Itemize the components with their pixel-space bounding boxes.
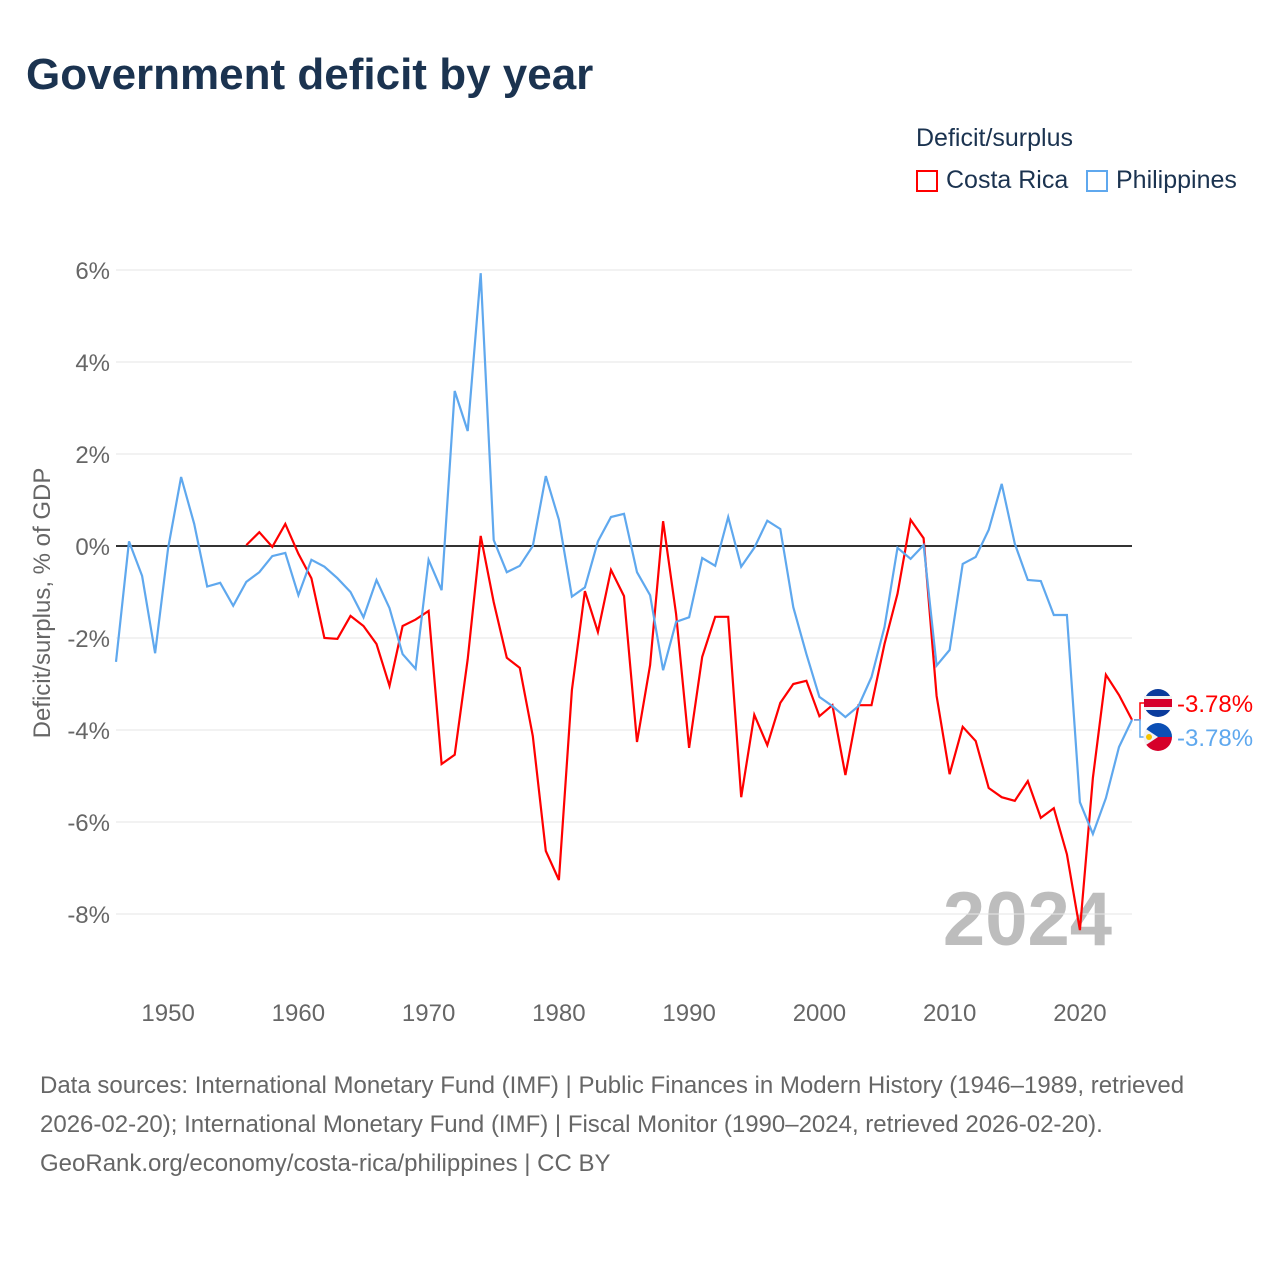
y-tick-label: -8% bbox=[67, 902, 110, 929]
flag-sun bbox=[1146, 734, 1152, 740]
end-value-label: -3.78% bbox=[1177, 691, 1253, 718]
legend-title: Deficit/surplus bbox=[916, 124, 1073, 152]
series-line-costa-rica bbox=[245, 517, 1133, 931]
flag-stripe bbox=[1144, 699, 1172, 707]
year-watermark: 2024 bbox=[943, 877, 1112, 962]
legend-item-philippines[interactable]: Philippines bbox=[1086, 166, 1237, 195]
legend-label: Philippines bbox=[1116, 166, 1237, 194]
x-tick-label: 2020 bbox=[1053, 1000, 1106, 1027]
x-tick-label: 1980 bbox=[532, 1000, 585, 1027]
y-tick-label: 6% bbox=[75, 258, 110, 285]
y-tick-label: -2% bbox=[67, 626, 110, 653]
x-tick-label: 1970 bbox=[402, 1000, 455, 1027]
chart-title: Government deficit by year bbox=[26, 50, 594, 99]
y-tick-label: -4% bbox=[67, 718, 110, 745]
x-tick-label: 1990 bbox=[662, 1000, 715, 1027]
y-tick-label: 4% bbox=[75, 350, 110, 377]
y-tick-label: 2% bbox=[75, 442, 110, 469]
y-tick-label: 0% bbox=[75, 534, 110, 561]
x-tick-label: 2010 bbox=[923, 1000, 976, 1027]
x-tick-label: 2000 bbox=[793, 1000, 846, 1027]
legend-swatch-philippines bbox=[1086, 169, 1108, 192]
x-tick-label: 1950 bbox=[141, 1000, 194, 1027]
line-chart: 2024 -8% -6% -4% -2% 0% 2% 4% 6% 1950 1960 1970 1980… bbox=[29, 258, 1253, 1027]
series-line-philippines bbox=[114, 273, 1133, 838]
legend-label: Costa Rica bbox=[946, 166, 1069, 194]
footer: Data sources: International Monetary Fun… bbox=[40, 1066, 1240, 1183]
y-axis-label: Deficit/surplus, % of GDP bbox=[29, 468, 56, 739]
data-sources: Data sources: International Monetary Fun… bbox=[40, 1072, 1185, 1138]
end-value-label: -3.78% bbox=[1177, 725, 1253, 752]
legend-swatch-costa-rica bbox=[916, 169, 938, 192]
x-tick-label: 1960 bbox=[272, 1000, 325, 1027]
y-tick-label: -6% bbox=[67, 810, 110, 837]
end-connector bbox=[1134, 719, 1146, 738]
credit-link[interactable]: GeoRank.org/economy/costa-rica/philippin… bbox=[40, 1150, 611, 1177]
legend-item-costa-rica[interactable]: Costa Rica bbox=[916, 166, 1068, 195]
